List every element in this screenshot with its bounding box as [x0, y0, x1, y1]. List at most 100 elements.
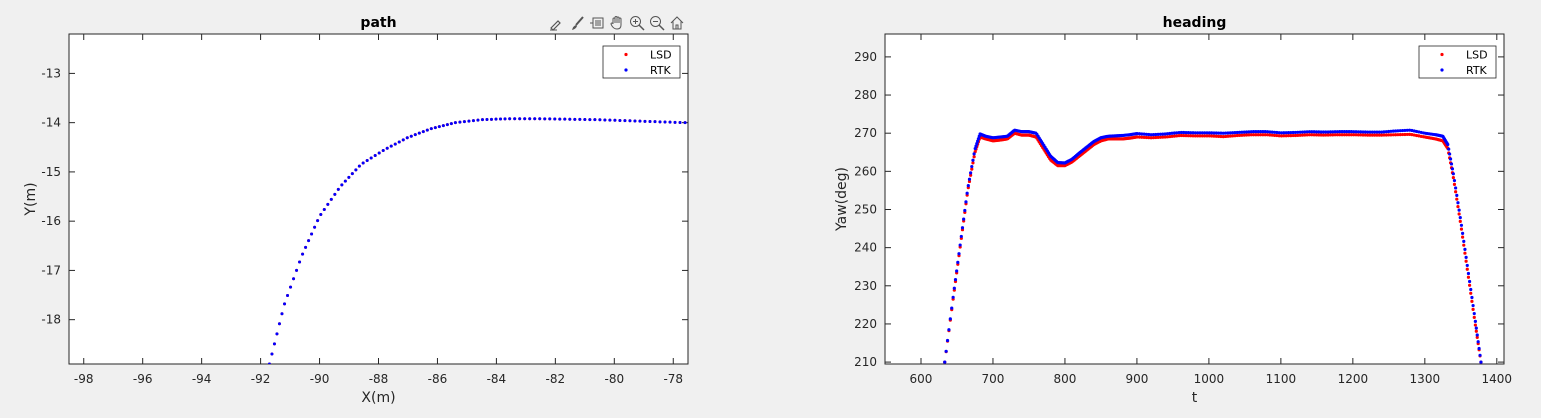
heading-rtk-point: [1137, 132, 1142, 136]
heading-legend: LSD RTK: [1418, 45, 1497, 79]
heading-lsd-point: [1240, 133, 1244, 137]
path-rtk-point: [458, 120, 462, 124]
path-rtk-point: [377, 151, 381, 155]
heading-rtk-point: [1175, 131, 1179, 135]
heading-rtk-point: [1191, 131, 1195, 135]
brush-icon[interactable]: [568, 14, 586, 32]
heading-rtk-point: [1352, 130, 1356, 134]
heading-rtk-point: [960, 226, 965, 230]
path-rtk-point: [289, 285, 293, 289]
path-rtk-point: [563, 117, 567, 121]
heading-rtk-point: [966, 184, 970, 188]
path-rtk-point: [326, 202, 330, 206]
heading-rtk-point: [1398, 129, 1402, 133]
heading-rtk-point: [1142, 132, 1146, 136]
datatip-icon[interactable]: [588, 14, 606, 32]
path-x-tick-label: -78: [663, 372, 683, 386]
path-rtk-point: [663, 120, 667, 124]
heading-marks: [943, 128, 1483, 364]
path-rtk-point: [401, 138, 405, 142]
heading-lsd-point: [1221, 135, 1225, 139]
heading-rtk-point: [1263, 130, 1267, 134]
heading-lsd-point: [1310, 133, 1314, 137]
heading-rtk-point: [1268, 130, 1272, 134]
heading-rtk-point: [1366, 130, 1370, 134]
heading-legend-lsd-marker: [1440, 52, 1444, 57]
heading-lsd-point: [1462, 243, 1466, 247]
path-legend-rtk-marker: [624, 68, 628, 72]
heading-rtk-point: [1363, 130, 1367, 134]
heading-lsd-point: [1137, 135, 1142, 139]
heading-rtk-point: [1461, 231, 1465, 235]
path-rtk-point: [329, 197, 333, 201]
heading-lsd-point: [1324, 133, 1328, 137]
heading-lsd-point: [971, 161, 975, 165]
heading-rtk-point: [1219, 131, 1223, 135]
heading-lsd-point: [1163, 135, 1167, 139]
heading-rtk-point: [1356, 130, 1360, 134]
path-rtk-point: [683, 121, 687, 125]
path-rtk-point: [445, 123, 449, 127]
zoom-in-icon[interactable]: [628, 14, 646, 32]
path-rtk-point: [598, 118, 602, 122]
heading-lsd-point: [1242, 133, 1246, 137]
heading-legend-lsd-label: LSD: [1466, 49, 1488, 62]
heading-rtk-point: [1342, 130, 1346, 134]
home-icon[interactable]: [668, 14, 686, 32]
heading-lsd-point: [1300, 133, 1305, 137]
zoom-out-icon[interactable]: [648, 14, 666, 32]
heading-lsd-point: [1291, 133, 1295, 138]
heading-lsd-point: [1338, 133, 1342, 137]
heading-rtk-point: [1207, 131, 1211, 135]
heading-lsd-point: [1298, 133, 1302, 137]
heading-rtk-point: [1475, 333, 1479, 337]
heading-rtk-point: [1151, 133, 1156, 137]
heading-x-tick-label: 1200: [1338, 372, 1369, 386]
heading-lsd-point: [1165, 135, 1169, 139]
heading-rtk-point: [951, 295, 955, 299]
heading-rtk-point: [1468, 279, 1472, 284]
heading-rtk-point: [1303, 130, 1307, 134]
heading-rtk-point: [1256, 130, 1260, 134]
heading-lsd-point: [1275, 133, 1279, 138]
heading-lsd-point: [1277, 134, 1281, 138]
heading-rtk-point: [1189, 131, 1193, 135]
heading-rtk-point: [1210, 131, 1214, 135]
heading-lsd-point: [1151, 136, 1156, 140]
path-y-tick-label: -17: [41, 263, 61, 277]
heading-rtk-point: [1307, 130, 1312, 134]
path-x-tick-label: -80: [605, 372, 625, 386]
path-rtk-point: [405, 136, 409, 140]
heading-rtk-point: [1324, 130, 1328, 134]
path-rtk-point: [553, 117, 557, 121]
path-rtk-point: [347, 175, 351, 179]
heading-lsd-point: [1224, 134, 1228, 139]
path-rtk-point: [280, 312, 284, 316]
path-rtk-point: [295, 268, 299, 272]
heading-rtk-point: [974, 144, 978, 148]
heading-lsd-point: [1454, 190, 1458, 194]
path-rtk-point: [397, 140, 401, 144]
heading-rtk-point: [1237, 130, 1242, 134]
heading-rtk-point: [1221, 131, 1225, 135]
path-chart: path X(m) Y(m) -98 -96 -94 -92 -90 -88 -86 -84-…: [23, 15, 689, 406]
path-rtk-point: [437, 125, 441, 129]
heading-rtk-point: [1319, 130, 1323, 134]
heading-lsd-point: [1261, 133, 1265, 137]
heading-rtk-point: [1451, 172, 1455, 176]
path-rtk-point: [413, 133, 417, 137]
heading-y-tick-label: 220: [854, 317, 877, 331]
heading-rtk-point: [964, 200, 968, 204]
heading-lsd-point: [1403, 132, 1407, 137]
heading-rtk-point: [1265, 130, 1270, 134]
pan-hand-icon[interactable]: [608, 14, 626, 32]
heading-lsd-point: [1456, 204, 1460, 209]
heading-rtk-point: [1375, 130, 1379, 134]
heading-rtk-point: [1476, 340, 1480, 344]
brush-edit-icon[interactable]: [548, 14, 566, 32]
heading-x-tick-label: 1100: [1266, 372, 1297, 386]
heading-rtk-point: [1407, 128, 1412, 132]
heading-rtk-point: [1449, 162, 1454, 166]
heading-lsd-point: [1256, 133, 1260, 137]
heading-rtk-point: [1384, 130, 1388, 134]
